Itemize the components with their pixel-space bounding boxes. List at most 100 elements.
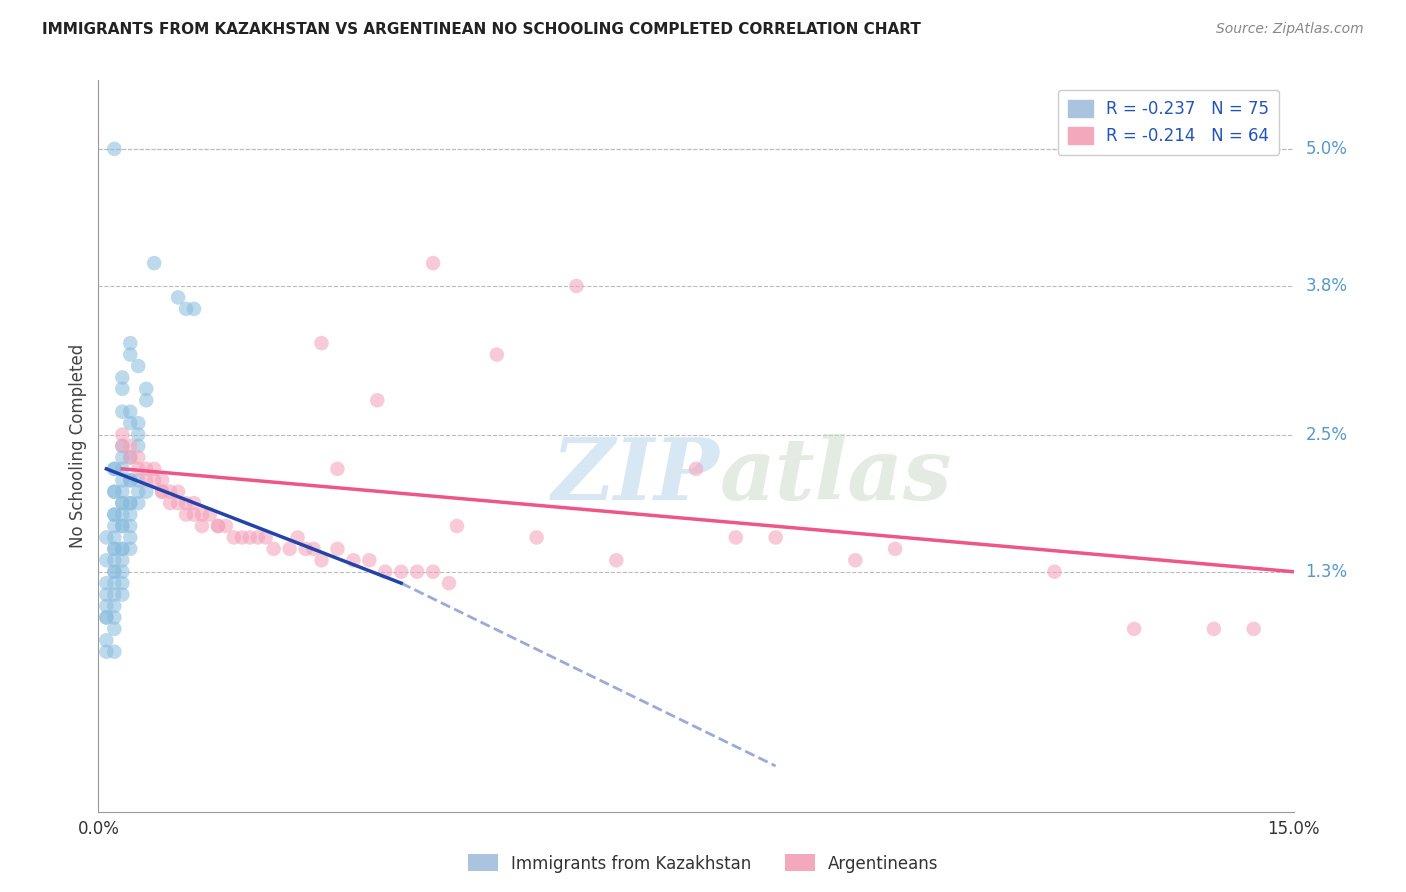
Point <box>311 553 333 567</box>
Legend: R = -0.237   N = 75, R = -0.214   N = 64: R = -0.237 N = 75, R = -0.214 N = 64 <box>1057 90 1279 154</box>
Point <box>446 519 468 533</box>
Point <box>120 541 142 556</box>
Point <box>150 484 173 499</box>
Point <box>239 530 262 544</box>
Point <box>111 405 134 419</box>
Point <box>174 496 197 510</box>
Point <box>1123 622 1146 636</box>
Point <box>174 301 197 316</box>
Point <box>183 301 205 316</box>
Point <box>437 576 460 591</box>
Point <box>565 279 588 293</box>
Point <box>143 462 166 476</box>
Point <box>111 382 134 396</box>
Point <box>1043 565 1066 579</box>
Point <box>135 382 157 396</box>
Point <box>485 348 508 362</box>
Point <box>884 541 907 556</box>
Text: Source: ZipAtlas.com: Source: ZipAtlas.com <box>1216 22 1364 37</box>
Point <box>326 541 349 556</box>
Point <box>111 541 134 556</box>
Point <box>526 530 548 544</box>
Point <box>422 565 444 579</box>
Legend: Immigrants from Kazakhstan, Argentineans: Immigrants from Kazakhstan, Argentineans <box>461 847 945 880</box>
Text: 2.5%: 2.5% <box>1305 425 1347 443</box>
Point <box>135 484 157 499</box>
Point <box>103 541 125 556</box>
Point <box>311 336 333 351</box>
Point <box>111 541 134 556</box>
Point <box>103 462 125 476</box>
Point <box>103 519 125 533</box>
Point <box>111 553 134 567</box>
Point <box>103 645 125 659</box>
Text: ZIP: ZIP <box>553 434 720 517</box>
Point <box>103 565 125 579</box>
Point <box>111 508 134 522</box>
Point <box>342 553 364 567</box>
Point <box>111 484 134 499</box>
Point <box>120 450 142 465</box>
Point <box>120 439 142 453</box>
Point <box>246 530 269 544</box>
Point <box>183 496 205 510</box>
Point <box>159 484 181 499</box>
Point <box>366 393 388 408</box>
Point <box>120 496 142 510</box>
Point <box>143 256 166 270</box>
Point <box>111 439 134 453</box>
Point <box>120 473 142 487</box>
Point <box>150 473 173 487</box>
Point <box>127 416 149 430</box>
Point <box>135 393 157 408</box>
Point <box>96 633 118 648</box>
Point <box>120 496 142 510</box>
Point <box>198 508 221 522</box>
Point <box>103 484 125 499</box>
Point <box>389 565 412 579</box>
Text: 5.0%: 5.0% <box>1305 140 1347 158</box>
Point <box>120 508 142 522</box>
Point <box>422 256 444 270</box>
Point <box>96 576 118 591</box>
Point <box>302 541 325 556</box>
Point <box>111 496 134 510</box>
Point <box>685 462 707 476</box>
Point <box>120 519 142 533</box>
Point <box>120 416 142 430</box>
Point <box>103 565 125 579</box>
Point <box>96 553 118 567</box>
Point <box>103 576 125 591</box>
Point <box>111 588 134 602</box>
Point <box>103 142 125 156</box>
Point <box>111 439 134 453</box>
Point <box>1202 622 1225 636</box>
Point <box>103 588 125 602</box>
Point <box>150 484 173 499</box>
Point <box>96 599 118 613</box>
Point <box>294 541 316 556</box>
Point <box>135 473 157 487</box>
Point <box>191 519 214 533</box>
Point <box>96 610 118 624</box>
Point <box>103 484 125 499</box>
Y-axis label: No Schooling Completed: No Schooling Completed <box>69 344 87 548</box>
Point <box>254 530 277 544</box>
Point <box>263 541 285 556</box>
Point <box>103 462 125 476</box>
Point <box>120 348 142 362</box>
Point <box>127 473 149 487</box>
Point <box>765 530 787 544</box>
Point <box>111 519 134 533</box>
Point <box>724 530 747 544</box>
Point <box>605 553 627 567</box>
Point <box>135 462 157 476</box>
Point <box>207 519 229 533</box>
Text: atlas: atlas <box>720 434 952 517</box>
Point <box>111 450 134 465</box>
Point <box>96 588 118 602</box>
Point <box>215 519 238 533</box>
Point <box>120 450 142 465</box>
Point <box>127 427 149 442</box>
Point <box>174 508 197 522</box>
